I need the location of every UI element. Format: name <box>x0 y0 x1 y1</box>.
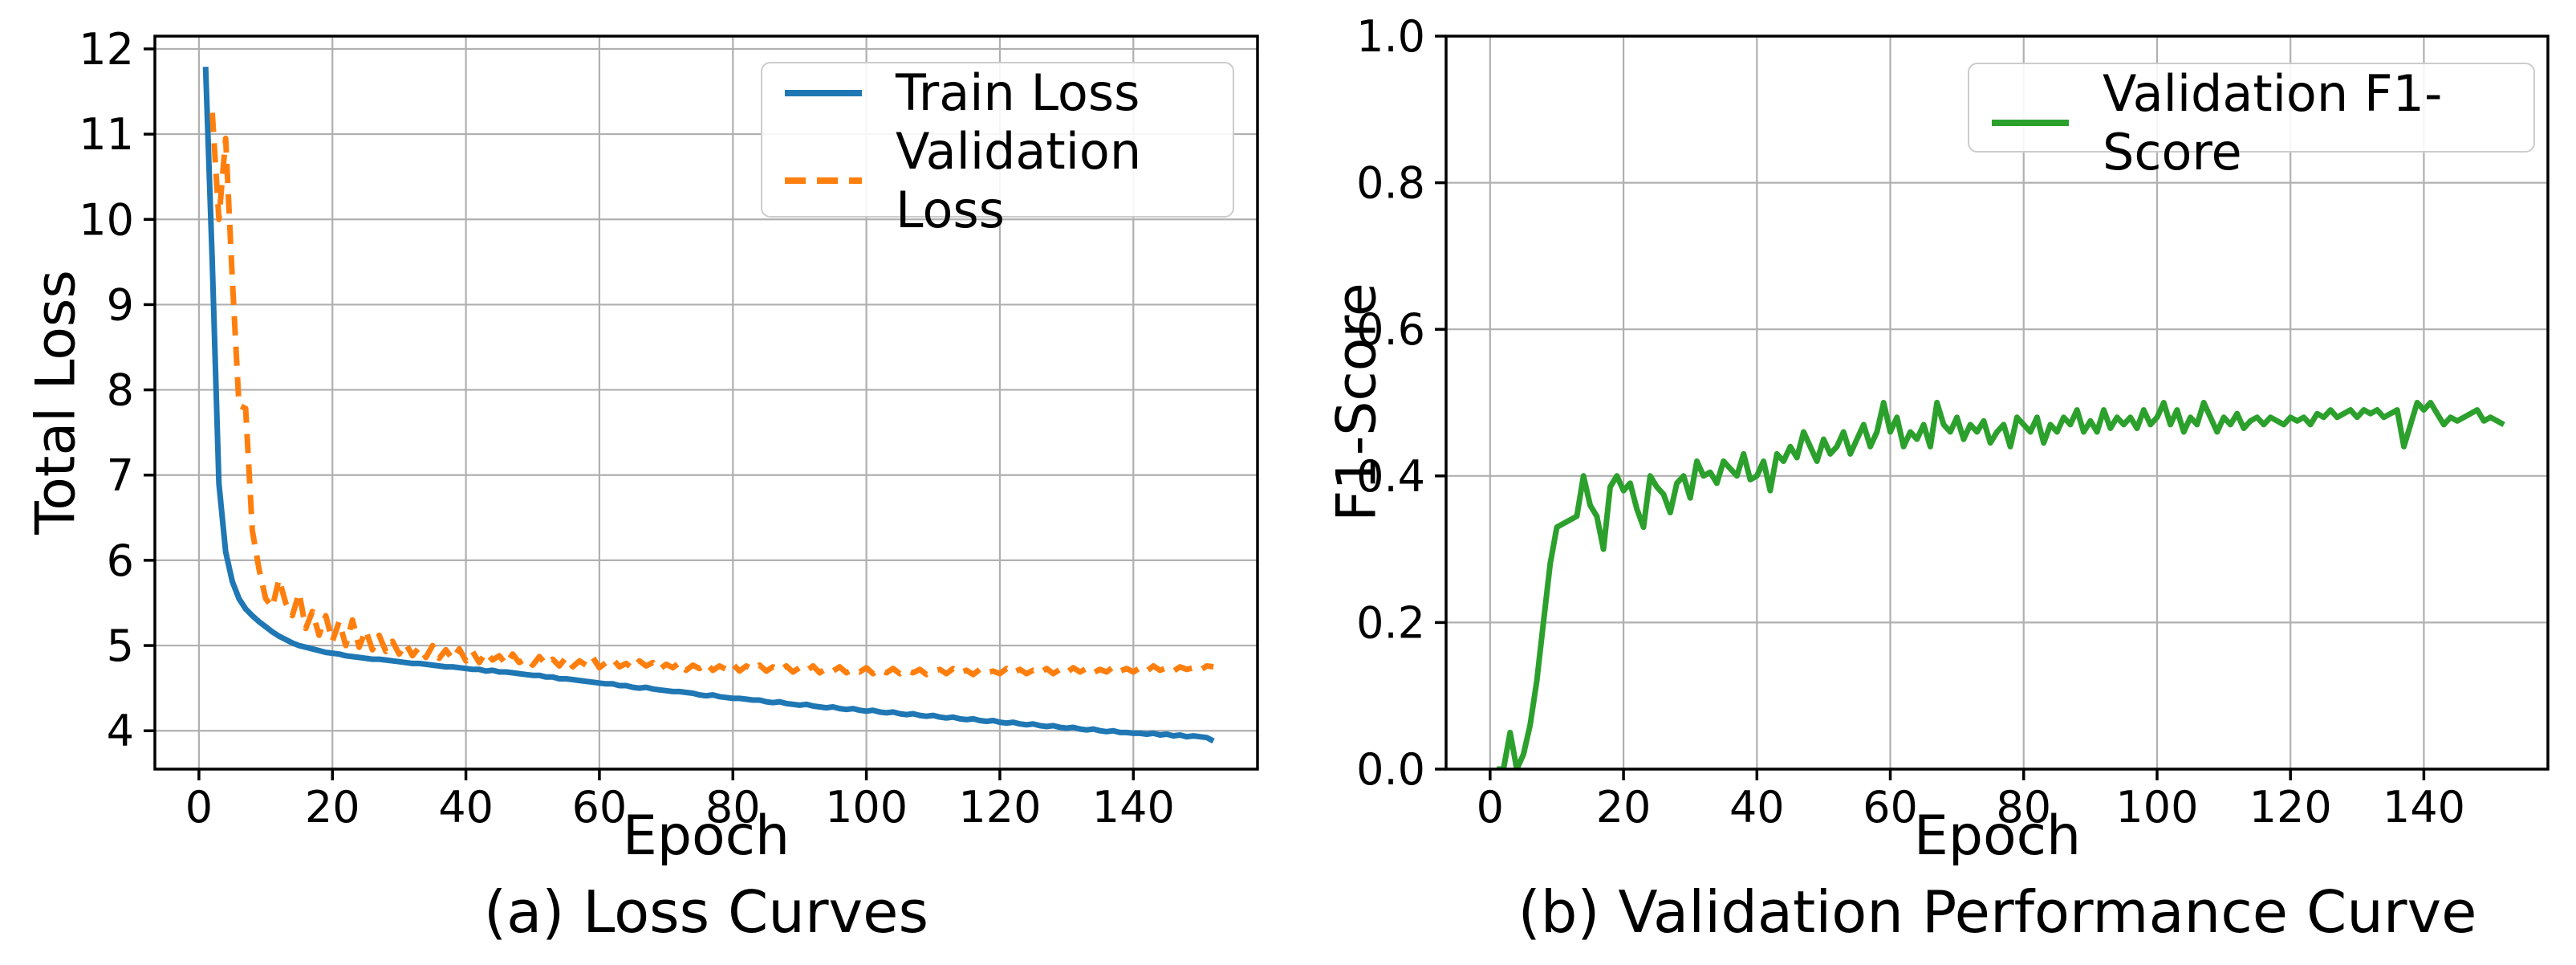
legend-row-validation-loss: Validation Loss <box>782 122 1213 239</box>
series-line-validation-f1-score <box>1497 400 2505 769</box>
y-tick-label: 11 <box>79 109 134 160</box>
x-tick-label: 60 <box>572 782 628 833</box>
y-tick-label: 7 <box>107 450 134 501</box>
y-tick-label: 6 <box>107 535 134 586</box>
train-loss-legend-label: Train Loss <box>896 63 1140 122</box>
y-tick-label: 9 <box>107 279 134 330</box>
loss-legend: Train Loss Validation Loss <box>761 62 1234 239</box>
right-y-axis-label: F1-Score <box>1325 283 1389 522</box>
right-x-axis-label: Epoch <box>1913 804 2082 868</box>
validation-loss-legend-label: Validation Loss <box>896 122 1142 239</box>
y-tick-label: 12 <box>79 24 134 75</box>
loss-curves-panel: 0 20 40 60 80 100 120 140 4 5 6 7 8 9 10 11 12 Total Los… <box>24 24 1259 946</box>
left-caption: (a) Loss Curves <box>484 878 928 946</box>
x-tick-label: 0 <box>185 782 213 833</box>
series-line-validation-loss <box>209 112 1214 678</box>
left-y-axis-label: Total Loss <box>24 270 88 535</box>
f1-legend: Validation F1-Score <box>1968 63 2535 181</box>
y-tick-label: 0.2 <box>1356 597 1425 648</box>
x-tick-label: 60 <box>1863 782 1918 833</box>
train-loss-legend-line-icon <box>785 89 862 96</box>
legend-row-validation-f1: Validation F1-Score <box>1989 64 2514 181</box>
x-tick-label: 20 <box>305 782 360 833</box>
y-tick-label: 10 <box>79 194 134 245</box>
f1-chart-canvas: 0 20 40 60 80 100 120 140 0.0 0.2 0.4 0.6 0.8 1.0 <box>1356 11 2550 833</box>
y-tick-label: 0.8 <box>1356 158 1425 209</box>
x-tick-label: 120 <box>958 782 1041 833</box>
x-tick-label: 40 <box>438 782 494 833</box>
y-tick-label: 0.0 <box>1356 744 1425 795</box>
plot-border <box>1444 35 2550 771</box>
x-tick-label: 80 <box>705 782 761 833</box>
y-tick-label: 5 <box>107 621 134 671</box>
x-tick-label: 140 <box>2383 782 2465 833</box>
y-tick-label: 0.4 <box>1356 451 1425 502</box>
legend-row-train-loss: Train Loss <box>782 63 1213 122</box>
y-tick-label: 1.0 <box>1356 11 1425 62</box>
series-line-train-loss <box>202 67 1215 744</box>
y-tick-label: 8 <box>107 365 134 416</box>
y-tick-label: 0.6 <box>1356 304 1425 355</box>
x-tick-label: 100 <box>2115 782 2198 833</box>
right-caption: (b) Validation Performance Curve <box>1518 878 2477 946</box>
x-tick-label: 100 <box>825 782 908 833</box>
x-tick-label: 40 <box>1729 782 1785 833</box>
validation-f1-legend-line-icon <box>1992 120 2069 126</box>
plot-border <box>153 35 1259 771</box>
x-tick-label: 80 <box>1996 782 2051 833</box>
y-tick-label: 4 <box>107 706 134 756</box>
validation-loss-legend-line-icon <box>785 177 862 184</box>
validation-f1-legend-label: Validation F1-Score <box>2103 64 2443 181</box>
x-tick-label: 20 <box>1596 782 1652 833</box>
left-x-axis-label: Epoch <box>622 804 790 868</box>
x-tick-label: 140 <box>1092 782 1175 833</box>
validation-performance-panel: 0 20 40 60 80 100 120 140 0.0 0.2 0.4 0.6 0.8 1.0 F1-… <box>1288 0 2576 965</box>
x-tick-label: 120 <box>2249 782 2332 833</box>
x-tick-label: 0 <box>1477 782 1504 833</box>
